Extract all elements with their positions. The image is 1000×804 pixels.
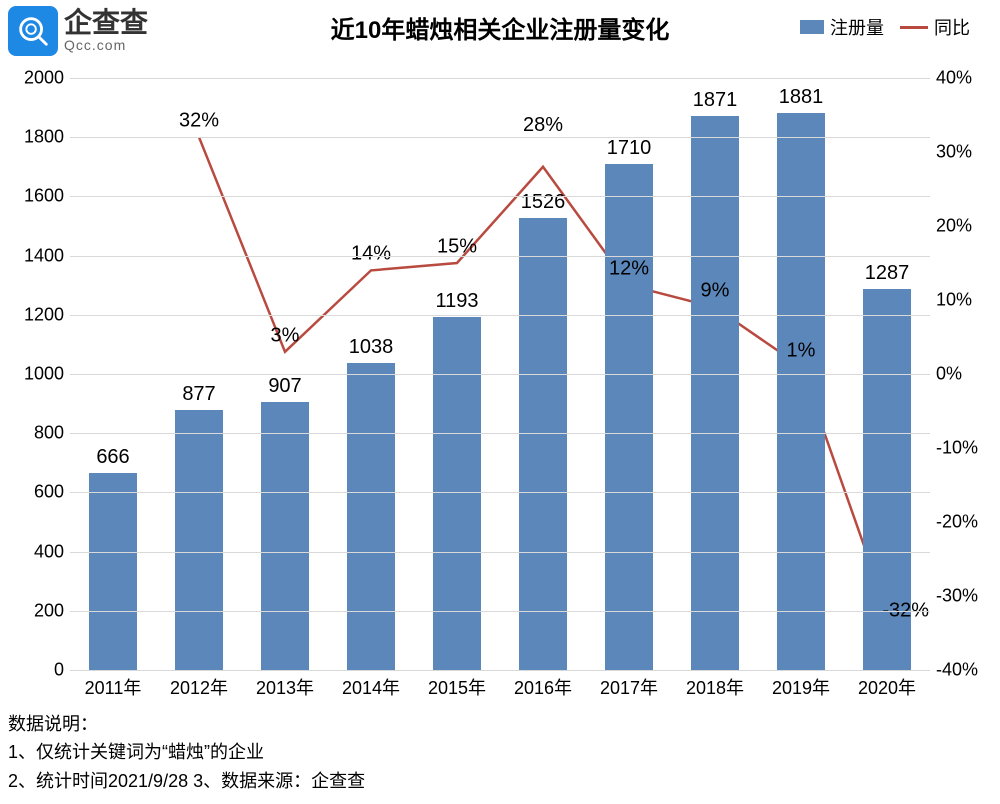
legend-bar-swatch bbox=[800, 20, 824, 34]
x-tick-label: 2012年 bbox=[170, 674, 228, 700]
y-left-tick: 600 bbox=[8, 482, 64, 503]
bar bbox=[261, 402, 308, 670]
bar bbox=[347, 363, 394, 670]
line-value-label: 28% bbox=[523, 114, 563, 137]
bar bbox=[433, 317, 480, 670]
line-value-label: 32% bbox=[179, 110, 219, 133]
gridline bbox=[70, 137, 930, 138]
bar-value-label: 877 bbox=[182, 383, 215, 406]
y-left-tick: 1000 bbox=[8, 364, 64, 385]
gridline bbox=[70, 315, 930, 316]
x-tick-label: 2016年 bbox=[514, 674, 572, 700]
y-left-tick: 800 bbox=[8, 423, 64, 444]
x-tick-label: 2017年 bbox=[600, 674, 658, 700]
bar-value-label: 1881 bbox=[779, 86, 824, 109]
x-tick-label: 2014年 bbox=[342, 674, 400, 700]
gridline bbox=[70, 670, 930, 671]
y-left-tick: 400 bbox=[8, 541, 64, 562]
y-right-tick: -30% bbox=[936, 586, 992, 607]
y-left-tick: 2000 bbox=[8, 68, 64, 89]
bar bbox=[519, 218, 566, 670]
y-right-tick: 40% bbox=[936, 68, 992, 89]
legend-bar-item: 注册量 bbox=[800, 14, 884, 40]
bar-value-label: 1193 bbox=[435, 290, 478, 313]
bar bbox=[691, 116, 738, 670]
y-left-tick: 1600 bbox=[8, 186, 64, 207]
gridline bbox=[70, 492, 930, 493]
bar-value-label: 1871 bbox=[693, 89, 738, 112]
gridline bbox=[70, 78, 930, 79]
x-tick-label: 2015年 bbox=[428, 674, 486, 700]
gridline bbox=[70, 196, 930, 197]
legend-line-swatch bbox=[900, 26, 928, 29]
x-tick-label: 2020年 bbox=[858, 674, 916, 700]
bar-value-label: 1526 bbox=[521, 191, 566, 214]
line-value-label: 1% bbox=[787, 339, 816, 362]
legend-line-item: 同比 bbox=[900, 14, 970, 40]
y-left-tick: 200 bbox=[8, 600, 64, 621]
gridline bbox=[70, 611, 930, 612]
gridline bbox=[70, 256, 930, 257]
y-right-tick: -40% bbox=[936, 660, 992, 681]
footer-heading: 数据说明： bbox=[8, 710, 365, 739]
x-tick-label: 2011年 bbox=[85, 674, 142, 700]
y-right-tick: -20% bbox=[936, 512, 992, 533]
y-right-tick: 30% bbox=[936, 142, 992, 163]
y-left-tick: 1800 bbox=[8, 127, 64, 148]
legend: 注册量 同比 bbox=[800, 14, 970, 40]
x-tick-label: 2013年 bbox=[256, 674, 314, 700]
bar bbox=[89, 473, 136, 670]
bar-value-label: 1038 bbox=[349, 336, 394, 359]
gridline bbox=[70, 552, 930, 553]
legend-bar-label: 注册量 bbox=[830, 14, 884, 40]
gridline bbox=[70, 433, 930, 434]
y-left-tick: 1400 bbox=[8, 245, 64, 266]
bar-value-label: 666 bbox=[96, 446, 129, 469]
x-tick-label: 2019年 bbox=[772, 674, 830, 700]
line-value-label: 3% bbox=[271, 324, 300, 347]
legend-line-label: 同比 bbox=[934, 14, 970, 40]
footer-notes: 数据说明： 1、仅统计关键词为“蜡烛”的企业 2、统计时间2021/9/28 3… bbox=[8, 710, 365, 796]
footer-line1: 1、仅统计关键词为“蜡烛”的企业 bbox=[8, 738, 365, 767]
y-right-tick: 0% bbox=[936, 364, 992, 385]
line-value-label: 14% bbox=[351, 243, 391, 266]
bar bbox=[175, 410, 222, 670]
footer-line2: 2、统计时间2021/9/28 3、数据来源：企查查 bbox=[8, 767, 365, 796]
y-right-tick: 20% bbox=[936, 216, 992, 237]
y-left-tick: 1200 bbox=[8, 304, 64, 325]
gridline bbox=[70, 374, 930, 375]
bar-value-label: 1287 bbox=[865, 262, 910, 285]
y-left-tick: 0 bbox=[8, 660, 64, 681]
chart-area: 666 877 907 1038 1193 1526 1710 1871 1881 1287 32%… bbox=[8, 60, 992, 700]
y-right-tick: 10% bbox=[936, 290, 992, 311]
bar-value-label: 1710 bbox=[607, 137, 652, 160]
y-right-tick: -10% bbox=[936, 438, 992, 459]
bar-value-label: 907 bbox=[268, 375, 301, 398]
x-tick-label: 2018年 bbox=[686, 674, 744, 700]
bar bbox=[605, 164, 652, 670]
line-value-label: 9% bbox=[701, 280, 730, 303]
line-value-label: 12% bbox=[609, 258, 649, 281]
